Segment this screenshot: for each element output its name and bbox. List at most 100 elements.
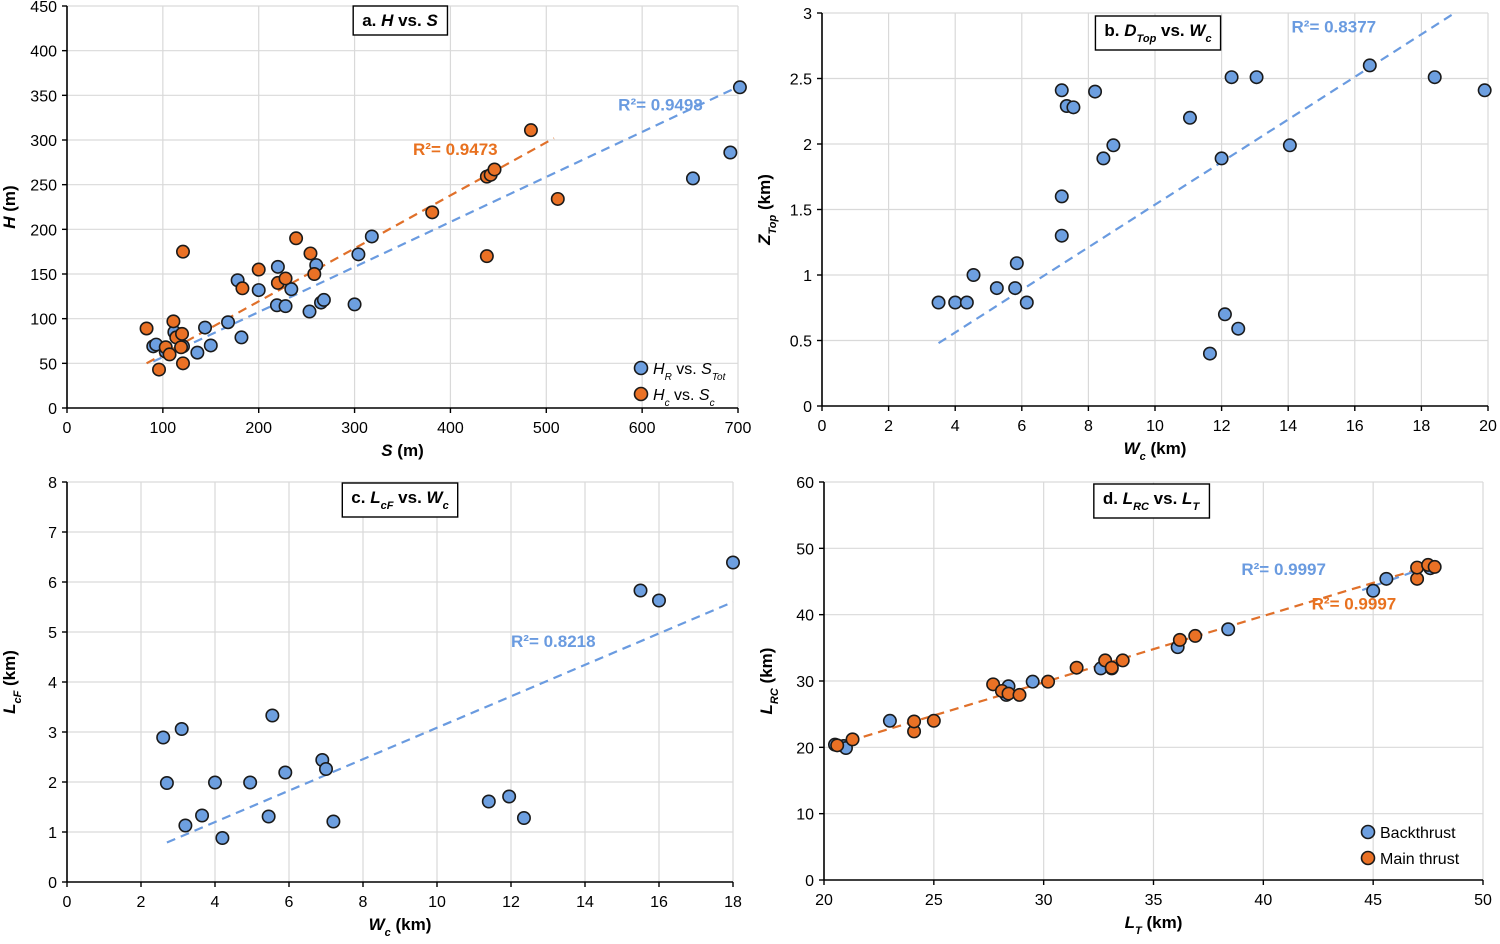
chart-a-point-main-thrust bbox=[175, 244, 190, 259]
chart-a-point-backthrust bbox=[685, 171, 700, 186]
chart-c-point-backthrust bbox=[516, 810, 531, 825]
chart-a-y-tick-label: 100 bbox=[30, 312, 57, 329]
chart-a-point-main-thrust bbox=[289, 231, 304, 246]
chart-a-y-tick-label: 0 bbox=[48, 401, 57, 418]
chart-d-x-tick-label: 35 bbox=[1145, 892, 1163, 909]
chart-c-x-tick-label: 0 bbox=[63, 894, 72, 911]
chart-a-x-tick-label: 400 bbox=[437, 420, 464, 437]
chart-d-point-main-thrust bbox=[1115, 653, 1130, 668]
chart-a-x-tick-label: 300 bbox=[341, 420, 368, 437]
chart-b-y-tick-label: 0.5 bbox=[790, 334, 812, 351]
chart-b-point-backthrust bbox=[1019, 295, 1034, 310]
chart-c-y-tick-label: 7 bbox=[48, 525, 57, 542]
chart-a-point-main-thrust bbox=[425, 205, 440, 220]
chart-a-point-main-thrust bbox=[139, 321, 154, 336]
chart-d-x-tick-label: 50 bbox=[1474, 892, 1492, 909]
chart-d-point-backthrust bbox=[1221, 622, 1236, 637]
chart-d-x-tick-label: 40 bbox=[1254, 892, 1272, 909]
chart-d-trendline bbox=[834, 563, 1435, 747]
chart-a-y-tick-label: 250 bbox=[30, 178, 57, 195]
chart-a-legend-label: Hc​ vs. Sc​ bbox=[653, 387, 715, 409]
chart-d-y-tick-label: 50 bbox=[796, 541, 814, 558]
chart-a-x-tick-label: 0 bbox=[63, 420, 72, 437]
chart-b: 0 2 4 6 8 10 12 14 16 18 20 0 0.5 1 1.5 2 2.5 3 Wc​ (km) ZT… bbox=[755, 6, 1497, 463]
chart-a: 0 100 200 300 400 500 600 700 0 50 100 150 200 250 300… bbox=[0, 0, 751, 460]
chart-b-title-text: b. DTop​ vs. Wc​ bbox=[1104, 21, 1211, 45]
chart-a-point-backthrust bbox=[284, 282, 299, 297]
chart-d-point-backthrust bbox=[882, 713, 897, 728]
chart-a-y-label: H (m) bbox=[0, 185, 19, 228]
chart-c-x-tick-label: 2 bbox=[137, 894, 146, 911]
chart-a-point-main-thrust bbox=[162, 347, 177, 362]
chart-b-point-backthrust bbox=[1217, 307, 1232, 322]
chart-b-x-label: Wc​ (km) bbox=[1124, 439, 1187, 463]
chart-b-point-backthrust bbox=[1224, 70, 1239, 85]
chart-b-point-backthrust bbox=[1427, 70, 1442, 85]
chart-c-point-backthrust bbox=[725, 555, 740, 570]
chart-c-trendline bbox=[166, 600, 734, 844]
chart-a-y-tick-label: 400 bbox=[30, 44, 57, 61]
chart-a-y-tick-label: 450 bbox=[30, 0, 57, 16]
chart-d-point-main-thrust bbox=[1012, 687, 1027, 702]
chart-c-y-tick-label: 2 bbox=[48, 775, 57, 792]
chart-b-point-backthrust bbox=[1182, 110, 1197, 125]
chart-a-point-main-thrust bbox=[487, 162, 502, 177]
chart-a-point-backthrust bbox=[732, 80, 747, 95]
chart-b-title: b. DTop​ vs. Wc​ bbox=[1094, 15, 1222, 51]
chart-c-point-backthrust bbox=[159, 775, 174, 790]
chart-b-point-backthrust bbox=[1231, 321, 1246, 336]
chart-a-point-main-thrust bbox=[235, 281, 250, 296]
chart-c-point-backthrust bbox=[195, 808, 210, 823]
chart-a-r2-label: R²= 0.9498 bbox=[618, 96, 703, 115]
chart-c-point-backthrust bbox=[178, 818, 193, 833]
chart-b-point-backthrust bbox=[959, 295, 974, 310]
chart-c-r2-label: R²= 0.8218 bbox=[511, 632, 596, 651]
chart-c-x-tick-label: 4 bbox=[211, 894, 220, 911]
chart-a-point-backthrust bbox=[190, 345, 205, 360]
chart-a-x-tick-label: 200 bbox=[245, 420, 272, 437]
chart-b-point-backthrust bbox=[948, 295, 963, 310]
chart-a-point-backthrust bbox=[234, 330, 249, 345]
chart-c-point-backthrust bbox=[326, 814, 341, 829]
chart-a-point-backthrust bbox=[221, 315, 236, 330]
chart-a-point-backthrust bbox=[251, 283, 266, 298]
chart-b-point-backthrust bbox=[1362, 58, 1377, 73]
chart-c-point-backthrust bbox=[215, 830, 230, 845]
chart-b-x-tick-label: 16 bbox=[1346, 418, 1364, 435]
chart-c-x-label: Wc​ (km) bbox=[369, 915, 432, 939]
chart-c-point-backthrust bbox=[156, 730, 171, 745]
chart-a-point-backthrust bbox=[302, 304, 317, 319]
chart-b-point-backthrust bbox=[1054, 228, 1069, 243]
chart-c-x-tick-label: 8 bbox=[359, 894, 368, 911]
chart-c-title-text: c. LcF​ vs. Wc​ bbox=[351, 488, 448, 512]
chart-c-y-tick-label: 8 bbox=[48, 475, 57, 492]
chart-a-y-tick-label: 350 bbox=[30, 88, 57, 105]
chart-c-x-tick-label: 18 bbox=[724, 894, 742, 911]
chart-c-point-backthrust bbox=[651, 593, 666, 608]
chart-a-point-backthrust bbox=[723, 145, 738, 160]
chart-b-point-backthrust bbox=[1477, 83, 1492, 98]
chart-a-legend-label: HR​ vs. STot​ bbox=[653, 361, 727, 383]
chart-d-r2-label: R²= 0.9997 bbox=[1312, 594, 1397, 613]
chart-d-legend-marker bbox=[1360, 850, 1376, 866]
chart-b-point-backthrust bbox=[1249, 70, 1264, 85]
chart-a-point-backthrust bbox=[198, 320, 213, 335]
chart-b-point-backthrust bbox=[1106, 138, 1121, 153]
chart-a-title-box bbox=[352, 5, 449, 36]
chart-a-trendline bbox=[152, 83, 744, 363]
chart-b-point-backthrust bbox=[1202, 346, 1217, 361]
chart-d-point-backthrust bbox=[1366, 583, 1381, 598]
chart-b-point-backthrust bbox=[1214, 151, 1229, 166]
chart-c-y-tick-label: 4 bbox=[48, 675, 57, 692]
chart-a-point-backthrust bbox=[203, 338, 218, 353]
chart-a-legend-marker bbox=[633, 386, 649, 402]
chart-c-point-backthrust bbox=[243, 775, 258, 790]
chart-b-y-tick-label: 3 bbox=[803, 6, 812, 23]
chart-a-y-tick-label: 200 bbox=[30, 222, 57, 239]
chart-d-point-main-thrust bbox=[1427, 559, 1442, 574]
chart-a-x-label: S (m) bbox=[381, 441, 424, 460]
chart-c-y-tick-label: 1 bbox=[48, 825, 57, 842]
chart-d-point-main-thrust bbox=[1188, 628, 1203, 643]
